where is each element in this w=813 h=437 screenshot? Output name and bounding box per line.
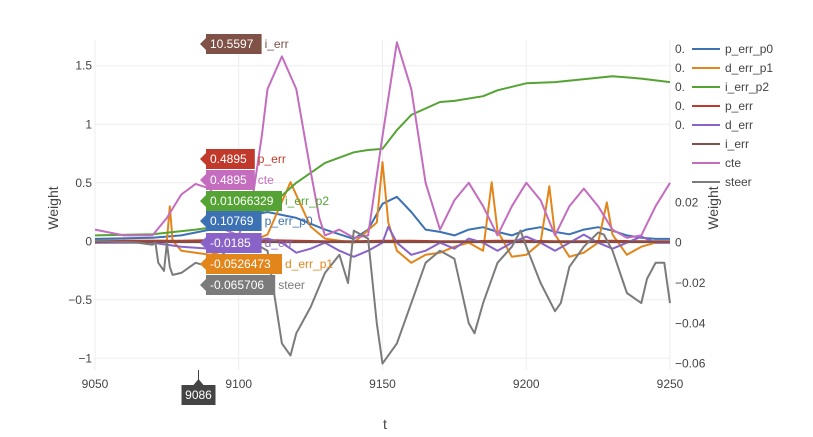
y-tick-label-right: −0.06 [675, 357, 706, 371]
hover-box-p_err_p0 [206, 211, 262, 231]
legend-label-i_err[interactable]: i_err [725, 137, 749, 151]
hover-x-badge-arrow [193, 379, 204, 385]
hover-box-i_err_p2 [206, 191, 282, 211]
hover-name-p_err: p_err [258, 152, 286, 166]
hover-arrow-d_err_p1 [200, 258, 206, 270]
y-tick-label-left: 1.5 [75, 59, 92, 73]
hover-value-steer: -0.065706 [210, 278, 264, 292]
hover-arrow-d_err [200, 237, 206, 249]
hover-arrow-i_err_p2 [200, 195, 206, 207]
x-tick-label: 9200 [513, 377, 540, 391]
y-tick-label-left: 0.5 [75, 176, 92, 190]
hover-value-i_err_p2: 0.01066329 [210, 194, 274, 208]
legend-label-i_err_p2[interactable]: i_err_p2 [725, 80, 769, 94]
series-line-d_err_p1 [94, 161, 670, 264]
y-axis-title-left: Weight [45, 186, 61, 229]
hover-arrow-cte [200, 174, 206, 186]
hover-arrow-p_err [200, 153, 206, 165]
hover-labels: 9086 10.5597 i_err 0.4895 p_err 0.4895 cte 0.01… [181, 34, 333, 405]
y-tick-label-right: −0.04 [675, 316, 706, 330]
hover-box-d_err_p1 [206, 254, 282, 274]
y-tick-label-right: −0.02 [675, 276, 706, 290]
legend-overlap-tick: 0. [675, 61, 685, 75]
hover-box-p_err [206, 149, 255, 169]
hover-box-steer [206, 275, 276, 295]
y-tick-label-left: 1 [85, 117, 92, 131]
y-tick-label-right: 0 [675, 236, 682, 250]
x-tick-label: 9150 [369, 377, 396, 391]
x-tick-label: 9100 [225, 377, 252, 391]
hover-name-d_err_p1: d_err_p1 [285, 257, 333, 271]
hover-value-p_err: 0.4895 [210, 152, 247, 166]
legend-label-cte[interactable]: cte [725, 156, 741, 170]
legend-label-d_err[interactable]: d_err [725, 118, 753, 132]
hover-name-steer: steer [278, 278, 305, 292]
y-axis-title-right: Weight [705, 186, 721, 229]
x-axis-title: t [383, 416, 387, 432]
y-tick-label-left: −1 [78, 351, 92, 365]
y-tick-label-left: 0 [85, 234, 92, 248]
hover-name-cte: cte [258, 173, 274, 187]
legend-overlap-tick: 0. [675, 99, 685, 113]
legend-label-p_err_p0[interactable]: p_err_p0 [725, 42, 773, 56]
hover-name-i_err: i_err [265, 37, 289, 51]
hover-box-i_err [206, 34, 262, 54]
x-tick-label: 9050 [82, 377, 109, 391]
hover-value-cte: 0.4895 [210, 173, 247, 187]
hover-value-p_err_p0: 0.10769 [210, 214, 254, 228]
legend[interactable]: 0. p_err_p0 0. d_err_p1 0. i_err_p2 0. p_err 0. d… [675, 42, 773, 189]
legend-overlap-tick: 0. [675, 118, 685, 132]
hover-value-i_err: 10.5597 [210, 37, 254, 51]
legend-label-steer[interactable]: steer [725, 175, 752, 189]
hover-box-d_err [206, 233, 262, 253]
series-line-steer [94, 229, 671, 365]
legend-overlap-tick: 0. [675, 80, 685, 94]
y-tick-label-right: 0.02 [675, 195, 699, 209]
hover-name-d_err: d_err [265, 236, 293, 250]
hover-arrow-i_err [200, 38, 206, 50]
hover-box-cte [206, 170, 255, 190]
legend-label-d_err_p1[interactable]: d_err_p1 [725, 61, 773, 75]
y-tick-label-left: −0.5 [68, 293, 92, 307]
hover-name-i_err_p2: i_err_p2 [285, 194, 329, 208]
hover-value-d_err: -0.0185 [210, 236, 251, 250]
axes: 9050 9100 9150 9200 9250 −1 −0.5 0 0.5 1 1.5 −0.06 −… [68, 59, 705, 391]
legend-label-p_err[interactable]: p_err [725, 99, 753, 113]
hover-name-p_err_p0: p_err_p0 [265, 214, 313, 228]
x-tick-label: 9250 [657, 377, 684, 391]
hover-arrow-steer [200, 279, 206, 291]
hover-arrow-p_err_p0 [200, 215, 206, 227]
legend-overlap-tick: 0. [675, 42, 685, 56]
series-line-p_err_p0 [94, 195, 670, 240]
hover-value-d_err_p1: -0.0526473 [210, 257, 271, 271]
hover-x-badge [181, 385, 216, 405]
hover-x-label: 9086 [185, 388, 212, 402]
